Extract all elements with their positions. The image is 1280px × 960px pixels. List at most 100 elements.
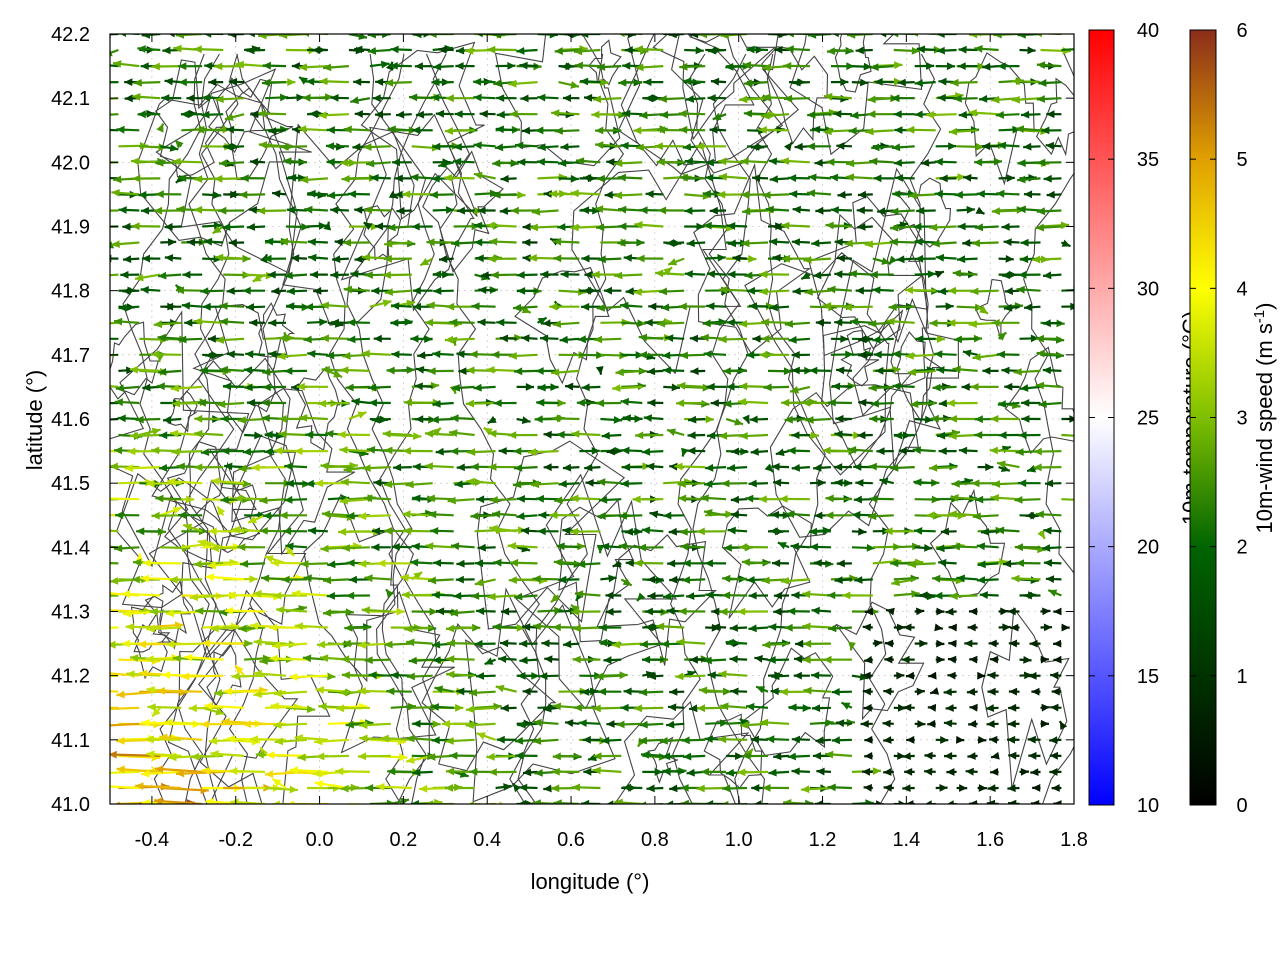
wind-arrow-head [307,189,316,198]
wind-arrow-head [521,416,531,424]
wind-arrow-head [907,368,916,377]
wind-arrow-head [1042,319,1051,328]
wind-arrow-head [945,704,954,712]
wind-arrow-head [474,221,483,230]
wind-arrow-head [565,719,574,727]
wind-arrow-head [746,286,755,295]
wind-arrow-head [825,494,834,503]
wind-arrow-head [265,237,274,246]
wind-arrow-head [581,688,590,696]
wind-arrow-head [131,575,140,584]
wind-arrow-shaft [1061,498,1074,501]
wind-arrow-head [537,527,546,536]
wind-arrow-head [242,720,251,729]
wind-arrow-head [208,527,217,536]
wind-arrow-head [534,769,543,777]
wind-arrow-head [613,191,623,200]
wind-arrow-head [1043,526,1052,535]
wind-arrow-head [372,94,381,103]
wind-arrow-head [268,319,277,327]
wind-arrow-head [287,78,296,87]
wind-arrow-head [476,34,483,38]
wind-arrow-head [519,783,528,792]
wind-arrow-head [1001,271,1011,280]
contour-line [432,53,540,804]
wind-arrow-head [534,415,543,424]
contour-line [282,123,415,326]
wind-arrow-head [280,93,289,102]
wind-arrow-head [660,608,669,616]
wind-arrow-head [991,207,1000,216]
wind-arrow-head [894,431,903,440]
wind-arrow-head [647,672,657,680]
wind-arrow-head [115,511,124,520]
wind-arrow-head [178,335,187,344]
wind-arrow-head [433,270,442,279]
wind-arrow-head [110,48,113,57]
wind-arrow-head [521,334,530,343]
wind-arrow-head [475,672,485,680]
wind-arrow-head [956,735,965,744]
wind-arrow-head [264,770,274,778]
wind-arrow-head [947,655,957,664]
wind-arrow-head [1032,784,1041,792]
wind-arrow-head [366,159,375,168]
wind-arrow-head [164,77,173,86]
wind-arrow-head [283,527,292,536]
wind-arrow-head [669,784,678,793]
wind-arrow-head [314,780,324,788]
wind-arrow-head [976,542,986,551]
wind-arrow-head [178,78,187,87]
wind-arrow-head [803,256,812,264]
wind-arrow-head [801,271,811,279]
wind-arrow-head [444,335,454,344]
wind-arrow-head [346,511,355,520]
wind-arrow-head [720,702,729,711]
contour-line [820,309,913,469]
wind-arrow-head [872,286,881,294]
wind-speed-label-main: 10m-wind speed (m s [1252,323,1277,533]
wind-arrow-head [474,559,483,568]
wind-arrow-head [207,561,216,570]
wind-arrow-head [552,414,561,423]
wind-arrow-head [903,623,912,632]
wind-arrow-head [554,127,563,135]
wind-arrow-head [836,366,845,375]
wind-arrow-head [430,703,439,711]
contour-line [852,297,960,469]
wind-arrow-head [704,735,713,743]
wind-arrow-head [581,254,590,263]
wind-arrow-head [140,286,149,294]
wind-arrow-shaft [110,64,119,68]
y-axis-label: latitude (°) [22,370,47,471]
wind-arrow-head [666,800,674,804]
wind-arrow-head [825,511,834,520]
wind-arrow-head [172,654,182,663]
wind-arrow-head [444,173,453,182]
wind-arrow-head [840,78,849,86]
wind-arrow-head [223,382,232,391]
wind-arrow-head [759,287,768,296]
wind-arrow-head [804,288,813,296]
wind-arrow-head [669,462,678,471]
wind-arrow-head [259,657,268,665]
wind-arrow-head [368,671,377,679]
wind-arrow-head [561,62,570,71]
wind-arrow-head [367,34,376,39]
wind-arrow-head [498,655,507,663]
wind-arrow-head [646,784,655,793]
x-tick-label: 1.8 [1060,829,1088,851]
wind-arrow-head [1019,255,1029,264]
wind-arrow-head [522,687,531,696]
wind-arrow-head [987,687,996,696]
wind-arrow-head [889,255,898,265]
colorbar-tick-label: 3 [1236,408,1247,430]
wind-arrow-head [859,673,869,681]
wind-arrow-head [926,110,935,119]
wind-arrow-head [1044,479,1054,488]
wind-arrow-head [167,238,177,247]
wind-arrow-head [622,577,632,586]
wind-arrow-head [946,399,955,408]
wind-arrow-head [193,317,202,326]
wind-arrow-head [532,799,541,804]
